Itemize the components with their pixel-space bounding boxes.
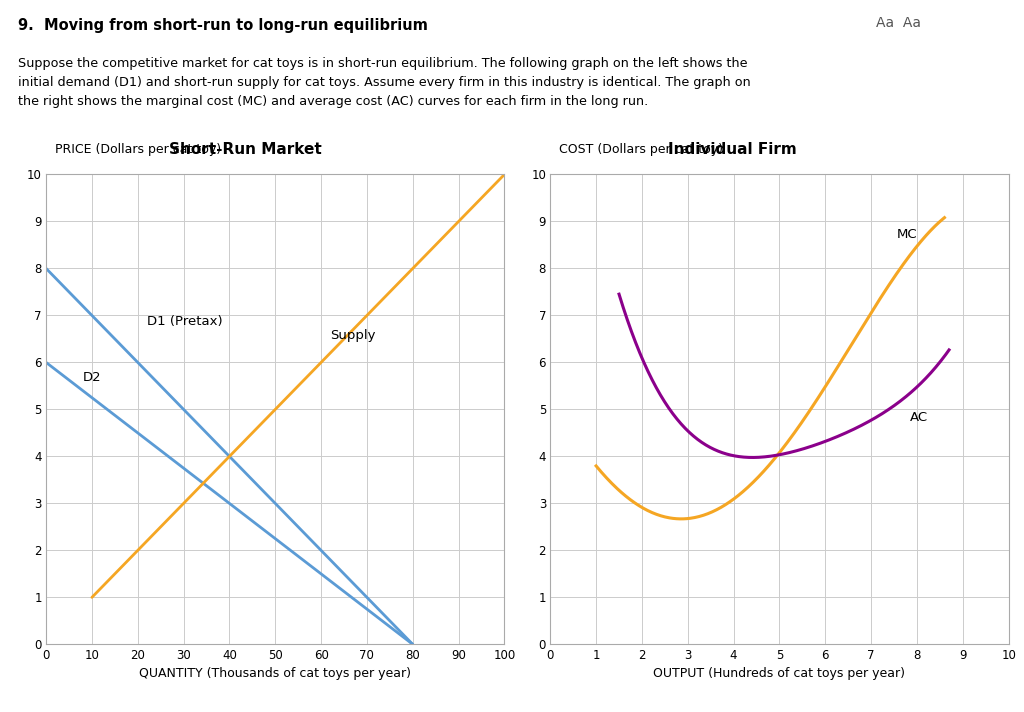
Text: AC: AC bbox=[910, 411, 928, 424]
Text: Individual Firm: Individual Firm bbox=[668, 142, 797, 157]
Text: initial demand (D1) and short-run supply for cat toys. Assume every firm in this: initial demand (D1) and short-run supply… bbox=[18, 76, 752, 89]
Text: Suppose the competitive market for cat toys is in short-run equilibrium. The fol: Suppose the competitive market for cat t… bbox=[18, 57, 748, 70]
Text: MC: MC bbox=[896, 228, 916, 241]
Text: COST (Dollars per cat toy): COST (Dollars per cat toy) bbox=[559, 142, 723, 156]
Text: D2: D2 bbox=[83, 371, 101, 384]
X-axis label: OUTPUT (Hundreds of cat toys per year): OUTPUT (Hundreds of cat toys per year) bbox=[653, 667, 905, 680]
Text: D1 (Pretax): D1 (Pretax) bbox=[146, 315, 222, 328]
Text: Short-Run Market: Short-Run Market bbox=[169, 142, 323, 157]
Text: the right shows the marginal cost (MC) and average cost (AC) curves for each fir: the right shows the marginal cost (MC) a… bbox=[18, 95, 648, 108]
X-axis label: QUANTITY (Thousands of cat toys per year): QUANTITY (Thousands of cat toys per year… bbox=[139, 667, 412, 680]
Text: Aa  Aa: Aa Aa bbox=[876, 16, 921, 30]
Text: PRICE (Dollars per cat toy): PRICE (Dollars per cat toy) bbox=[55, 142, 221, 156]
Text: 9.  Moving from short-run to long-run equilibrium: 9. Moving from short-run to long-run equ… bbox=[18, 18, 428, 33]
Text: Supply: Supply bbox=[331, 329, 376, 342]
